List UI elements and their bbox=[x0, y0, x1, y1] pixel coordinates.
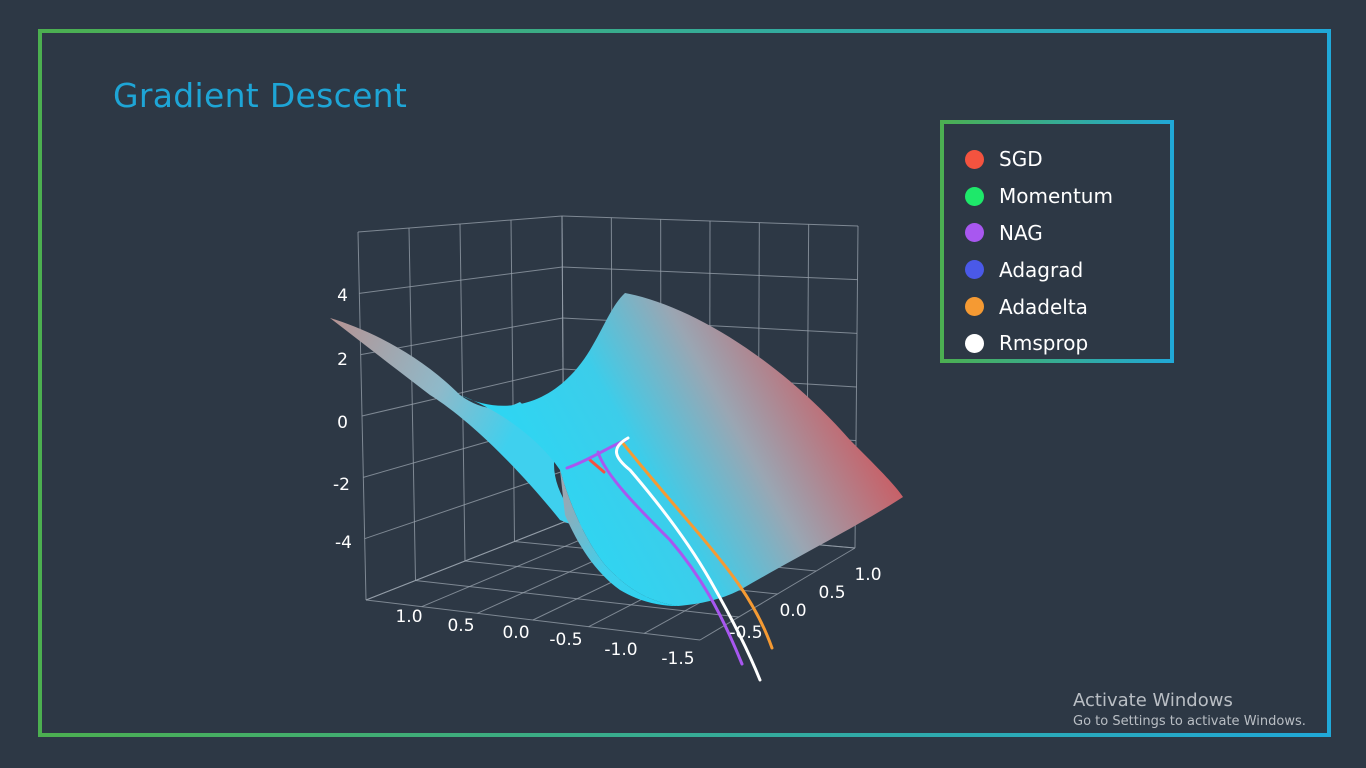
legend-item-adagrad[interactable]: Adagrad bbox=[965, 251, 1170, 288]
tick-label: 0.5 bbox=[447, 616, 474, 636]
grid-line bbox=[359, 266, 563, 294]
legend-dot-icon bbox=[965, 297, 984, 317]
grid-line bbox=[365, 599, 701, 641]
optimizer-path-adadelta bbox=[620, 440, 774, 650]
legend-label: Adagrad bbox=[999, 257, 1084, 282]
page-title: Gradient Descent bbox=[113, 76, 408, 115]
legend-item-adadelta[interactable]: Adadelta bbox=[965, 288, 1170, 325]
tick-label: -1.5 bbox=[661, 649, 694, 669]
tick-label: 0.0 bbox=[502, 623, 529, 643]
watermark-subtitle: Go to Settings to activate Windows. bbox=[1073, 714, 1306, 729]
legend-item-nag[interactable]: NAG bbox=[965, 215, 1170, 252]
legend-item-rmsprop[interactable]: Rmsprop bbox=[965, 325, 1170, 362]
legend-label: Adadelta bbox=[999, 294, 1088, 319]
tick-label: 4 bbox=[337, 286, 348, 306]
tick-label: 0.5 bbox=[818, 583, 845, 603]
grid-line bbox=[561, 215, 859, 227]
grid-line bbox=[562, 266, 858, 281]
legend-label: Momentum bbox=[999, 184, 1113, 209]
tick-label: -2 bbox=[333, 475, 350, 495]
legend-label: SGD bbox=[999, 147, 1043, 172]
watermark-title: Activate Windows bbox=[1073, 690, 1233, 711]
activate-windows-watermark: Activate Windows Go to Settings to activ… bbox=[1073, 690, 1306, 729]
tick-label: -0.5 bbox=[729, 623, 762, 643]
legend: SGD Momentum NAG Adagrad Adadelta Rmsprop bbox=[940, 120, 1174, 363]
tick-label: 0 bbox=[337, 413, 348, 433]
grid-line bbox=[361, 368, 564, 417]
legend-item-momentum[interactable]: Momentum bbox=[965, 178, 1170, 215]
legend-label: NAG bbox=[999, 220, 1043, 245]
legend-dot-icon bbox=[965, 223, 984, 243]
legend-dot-icon bbox=[965, 186, 984, 206]
grid-line bbox=[357, 215, 563, 233]
tick-label: -4 bbox=[335, 533, 352, 553]
tick-label: 2 bbox=[337, 350, 348, 370]
tick-label: -0.5 bbox=[549, 630, 582, 650]
loss-surface bbox=[330, 293, 903, 606]
grid-line bbox=[415, 580, 739, 618]
legend-dot-icon bbox=[965, 149, 984, 169]
optimizer-path-rmsprop bbox=[615, 436, 762, 682]
tick-label: 1.0 bbox=[395, 607, 422, 627]
legend-item-sgd[interactable]: SGD bbox=[965, 141, 1170, 178]
tick-label: 1.0 bbox=[854, 565, 881, 585]
tick-label: -1.0 bbox=[604, 640, 637, 660]
optimizer-paths bbox=[565, 436, 774, 682]
legend-label: Rmsprop bbox=[999, 331, 1089, 356]
legend-dot-icon bbox=[965, 333, 984, 353]
optimizer-path-sgd bbox=[588, 458, 606, 474]
legend-dot-icon bbox=[965, 260, 984, 280]
axis-tick-labels: 4 2 0 -2 -4 1.0 0.5 0.0 -0.5 -1.0 -1.5 1.0 0.5 0.0 -0.… bbox=[333, 286, 881, 669]
tick-label: 0.0 bbox=[779, 601, 806, 621]
